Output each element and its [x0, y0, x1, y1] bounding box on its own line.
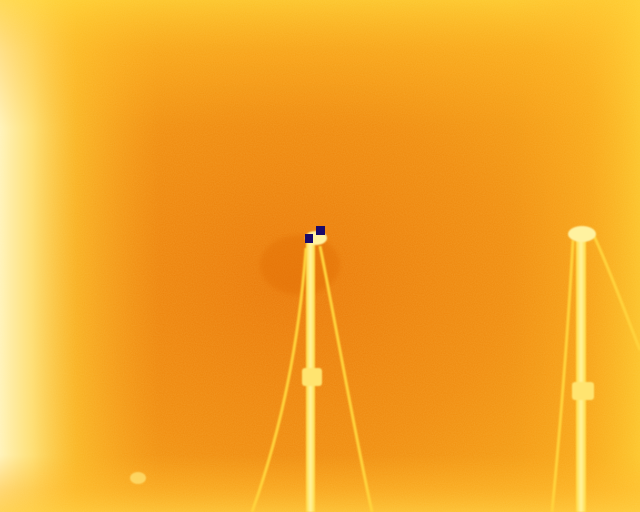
right-pole	[550, 226, 640, 512]
center-left-guy-wire	[250, 247, 308, 512]
center-right-guy-wire	[318, 245, 374, 512]
right-mast	[576, 232, 586, 512]
center-pole	[250, 226, 374, 512]
right-left-guy-wire	[550, 239, 575, 512]
right-top-fitting	[568, 226, 596, 242]
ground-warm-spot	[130, 472, 146, 484]
right-clamp	[572, 382, 594, 400]
center-clamp	[302, 368, 322, 386]
cold-marker-right	[316, 226, 325, 235]
cold-marker-left	[305, 234, 313, 243]
right-right-guy-wire	[592, 235, 640, 351]
